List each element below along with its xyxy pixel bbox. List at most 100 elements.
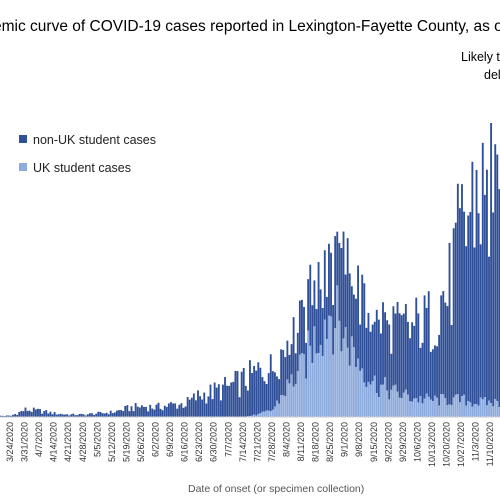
bar-nonuk [463, 211, 465, 395]
bar-nonuk [292, 317, 295, 387]
bar-nonuk [170, 402, 172, 417]
annotation-line-1: Likely to [461, 50, 500, 64]
bar-nonuk [66, 414, 68, 417]
bar-nonuk [51, 414, 54, 417]
bar-uk [321, 355, 324, 417]
bar-uk [284, 396, 287, 417]
bar-nonuk [282, 349, 285, 396]
bar-nonuk [425, 307, 428, 394]
bar-nonuk [496, 154, 499, 402]
x-tick-label: 9/29/2020 [398, 422, 408, 462]
bar-nonuk [246, 390, 249, 417]
bar-uk [404, 389, 407, 417]
bar-uk [463, 394, 465, 417]
bar-uk [267, 410, 270, 417]
bar-uk [469, 402, 472, 417]
bar-nonuk [197, 390, 199, 417]
bar-nonuk [107, 414, 110, 417]
bar-uk [467, 401, 470, 417]
bar-nonuk [267, 373, 270, 411]
bar-uk [342, 338, 345, 417]
bar-nonuk [124, 405, 127, 417]
bar-uk [332, 354, 335, 417]
bar-nonuk [253, 365, 256, 415]
bar-uk [348, 365, 351, 417]
bar-nonuk [163, 405, 166, 417]
bar-nonuk [34, 409, 37, 417]
bar-uk [294, 383, 297, 417]
bar-nonuk [249, 360, 251, 417]
bar-nonuk [188, 399, 191, 417]
bar-nonuk [215, 387, 218, 417]
bar-uk [251, 415, 253, 417]
chart-title: Epidemic curve of COVID-19 cases reporte… [0, 18, 500, 35]
bar-nonuk [340, 248, 343, 352]
bar-uk [384, 377, 387, 417]
bar-uk [386, 390, 389, 417]
bar-nonuk [301, 299, 303, 354]
bar-nonuk [72, 413, 75, 417]
bar-nonuk [28, 410, 31, 417]
x-tick-label: 7/21/2020 [252, 422, 262, 462]
bar-nonuk [342, 231, 345, 339]
bar-nonuk [458, 208, 461, 403]
bar-nonuk [55, 414, 58, 417]
bar-uk [280, 395, 283, 417]
bar-nonuk [84, 415, 87, 417]
bar-nonuk [136, 406, 139, 417]
bar-uk [276, 400, 278, 417]
bar-uk [282, 395, 285, 417]
bar-uk [309, 345, 312, 417]
bar-nonuk [240, 371, 243, 417]
bar-nonuk [407, 321, 409, 395]
bar-nonuk [313, 280, 316, 327]
bar-nonuk [228, 385, 231, 417]
x-tick-label: 7/7/2020 [223, 422, 233, 457]
bar-uk [390, 389, 393, 417]
bar-nonuk [255, 370, 258, 416]
bar-nonuk [217, 384, 220, 417]
bar-uk [355, 367, 357, 417]
bar-uk [338, 320, 341, 417]
bar-nonuk [234, 370, 237, 417]
bar-nonuk [319, 289, 322, 345]
x-tick-label: 6/16/2020 [180, 422, 190, 462]
bar-nonuk [409, 338, 411, 402]
x-tick-label: 4/21/2020 [63, 422, 73, 462]
bar-nonuk [174, 403, 177, 417]
bar-uk [367, 381, 370, 417]
bar-uk [409, 401, 411, 417]
bar-uk [440, 394, 443, 417]
bar-nonuk [203, 392, 206, 417]
bar-nonuk [207, 396, 210, 417]
bar-nonuk [1, 415, 4, 417]
bar-nonuk [361, 274, 364, 369]
bar-nonuk [473, 247, 476, 405]
x-tick-label: 8/25/2020 [325, 422, 335, 462]
bar-nonuk [323, 250, 326, 320]
annotation-line-2: dela [484, 68, 500, 82]
bar-uk [305, 378, 308, 417]
bar-nonuk [263, 381, 266, 412]
bar-uk [450, 405, 453, 417]
bar-uk [479, 397, 482, 417]
bar-nonuk [14, 414, 17, 417]
bar-nonuk [257, 362, 260, 414]
bar-nonuk [475, 169, 478, 404]
bar-nonuk [465, 246, 468, 406]
x-tick-label: 9/8/2020 [354, 422, 364, 457]
bar-nonuk [68, 415, 71, 417]
bar-nonuk [161, 410, 164, 417]
bar-uk [307, 330, 310, 417]
bar-nonuk [481, 142, 484, 400]
bar-uk [334, 328, 337, 417]
bar-nonuk [22, 411, 25, 417]
bar-uk [388, 399, 391, 417]
x-tick-label: 8/4/2020 [281, 422, 291, 457]
bar-nonuk [80, 413, 83, 417]
bar-nonuk [7, 415, 10, 417]
bar-nonuk [436, 346, 438, 398]
bar-nonuk [109, 410, 112, 417]
bar-uk [330, 316, 332, 417]
bar-nonuk [10, 415, 12, 417]
